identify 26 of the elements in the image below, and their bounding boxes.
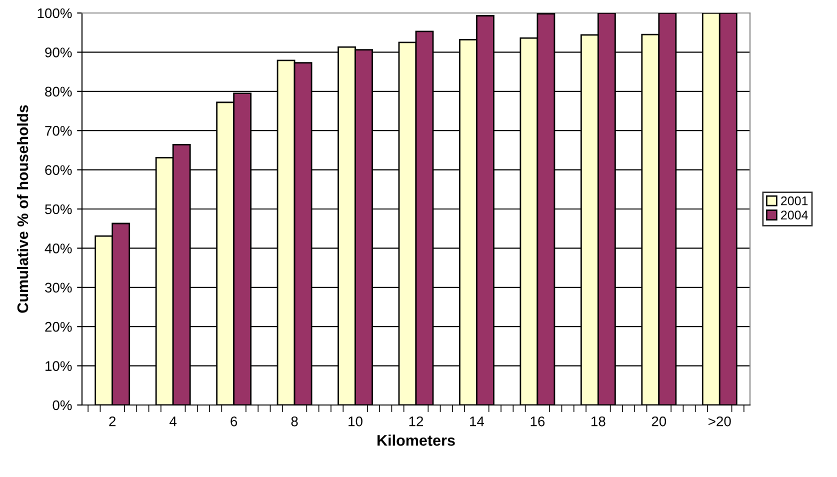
y-tick-label: 40% — [44, 244, 72, 254]
y-tick-label: 50% — [45, 204, 72, 214]
y-tick-label: 60% — [45, 165, 72, 175]
x-tick-label: 12 — [409, 416, 424, 426]
y-tick-label: 30% — [45, 282, 72, 293]
y-axis-title: Cumulative % of households — [16, 105, 28, 313]
x-tick-label: 4 — [170, 416, 177, 426]
y-tick-label: 70% — [45, 126, 72, 136]
x-tick-label: >20 — [708, 416, 731, 426]
legend-label: 2004 — [781, 210, 808, 220]
x-tick-label: 18 — [592, 416, 606, 426]
y-tick-label: 100% — [38, 8, 72, 18]
y-tick-label: 90% — [45, 48, 72, 58]
x-tick-label: 10 — [348, 416, 362, 426]
x-tick-label: 6 — [230, 416, 238, 426]
y-tick-label: 80% — [45, 86, 72, 97]
x-tick-label: 16 — [530, 416, 545, 426]
y-tick-label: 20% — [45, 322, 72, 332]
legend-label: 2001 — [781, 196, 808, 206]
x-axis-title: Kilometers — [378, 434, 455, 446]
x-tick-label: 8 — [291, 416, 298, 426]
x-tick-label: 2 — [109, 416, 116, 426]
y-tick-label: 0% — [52, 400, 72, 410]
x-tick-label: 20 — [652, 416, 666, 426]
x-tick-label: 14 — [470, 416, 484, 426]
y-tick-label: 10% — [46, 361, 72, 371]
